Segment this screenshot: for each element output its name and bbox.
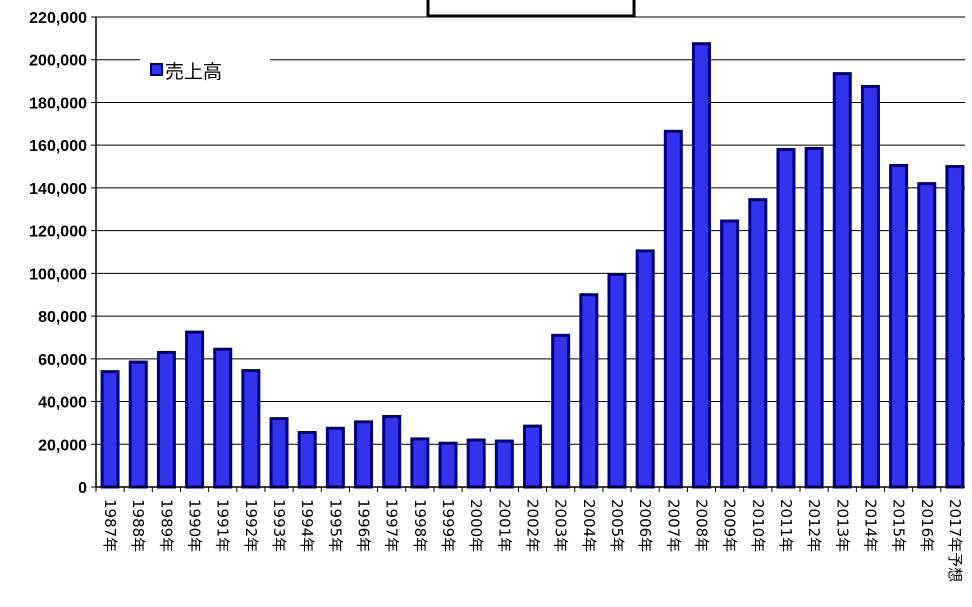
x-tick-label: 2015年 bbox=[890, 499, 908, 552]
x-tick-label: 2003年 bbox=[552, 499, 570, 552]
x-tick-label: 2009年 bbox=[721, 499, 739, 552]
bar bbox=[720, 219, 740, 489]
y-tick-label: 20,000 bbox=[38, 437, 87, 454]
bar bbox=[945, 165, 965, 489]
bar bbox=[889, 163, 909, 489]
x-tick-label: 1995年 bbox=[326, 499, 344, 552]
x-tick-label: 2013年 bbox=[833, 499, 851, 552]
bar bbox=[438, 441, 458, 489]
x-tick-label: 2002年 bbox=[524, 499, 542, 552]
bar bbox=[410, 437, 430, 489]
x-tick-label: 1999年 bbox=[439, 499, 457, 552]
bar bbox=[663, 129, 683, 489]
y-tick-label: 60,000 bbox=[38, 352, 87, 369]
bar bbox=[466, 438, 486, 489]
bar bbox=[354, 420, 374, 489]
x-tick-label: 1994年 bbox=[298, 499, 316, 552]
x-tick-label: 2010年 bbox=[749, 499, 767, 552]
bar bbox=[748, 198, 768, 489]
x-tick-label: 1987年 bbox=[101, 499, 119, 552]
bar bbox=[832, 72, 852, 489]
x-tick-label: 2011年 bbox=[777, 499, 795, 552]
bar bbox=[100, 370, 120, 489]
x-tick-label: 2004年 bbox=[580, 499, 598, 552]
bar bbox=[551, 333, 571, 489]
y-tick-label: 40,000 bbox=[38, 395, 87, 412]
x-tick-label: 1998年 bbox=[411, 499, 429, 552]
x-tick-label: 1997年 bbox=[383, 499, 401, 552]
bar bbox=[213, 347, 233, 489]
bar bbox=[804, 146, 824, 489]
bar bbox=[635, 249, 655, 489]
x-tick-label: 2001年 bbox=[495, 499, 513, 552]
bar bbox=[241, 369, 261, 489]
bar bbox=[579, 293, 599, 489]
y-tick-label: 0 bbox=[78, 480, 87, 497]
x-tick-label: 1991年 bbox=[214, 499, 232, 552]
bar bbox=[269, 417, 289, 489]
x-tick-label: 2017年予想 bbox=[946, 499, 964, 582]
x-tick-label: 2014年 bbox=[861, 499, 879, 552]
legend-label: 売上高 bbox=[165, 61, 222, 83]
x-axis: 1987年 1988年 1989年 1990年 1991年 1992年 1993年 1994年… bbox=[95, 486, 965, 582]
bars bbox=[100, 42, 965, 489]
y-tick-label: 160,000 bbox=[29, 138, 87, 155]
legend-swatch bbox=[150, 63, 163, 76]
x-tick-label: 1988年 bbox=[129, 499, 147, 552]
x-tick-label: 1990年 bbox=[186, 499, 204, 552]
title-box bbox=[426, 0, 636, 18]
x-tick-label: 1989年 bbox=[157, 499, 175, 552]
x-tick-label: 2012年 bbox=[805, 499, 823, 552]
bar bbox=[607, 272, 627, 489]
x-tick-label: 2016年 bbox=[918, 499, 936, 552]
bar bbox=[185, 330, 205, 489]
bar bbox=[860, 84, 880, 489]
x-tick-label: 2008年 bbox=[692, 499, 710, 552]
y-tick-label: 120,000 bbox=[29, 224, 87, 241]
y-tick-label: 100,000 bbox=[29, 266, 87, 283]
y-tick-label: 180,000 bbox=[29, 95, 87, 112]
bar bbox=[325, 426, 345, 489]
legend: 売上高 bbox=[150, 61, 222, 83]
bar bbox=[156, 350, 176, 489]
bar bbox=[776, 147, 796, 489]
bar bbox=[917, 182, 937, 489]
x-tick-label: 2005年 bbox=[608, 499, 626, 552]
y-tick-label: 80,000 bbox=[38, 309, 87, 326]
x-tick-label: 1992年 bbox=[242, 499, 260, 552]
bar bbox=[382, 415, 402, 489]
bar bbox=[128, 360, 148, 489]
bar bbox=[691, 42, 711, 489]
bar bbox=[494, 439, 514, 489]
gridlines bbox=[96, 16, 965, 445]
x-tick-label: 1996年 bbox=[355, 499, 373, 552]
x-tick-label: 1993年 bbox=[270, 499, 288, 552]
y-tick-label: 200,000 bbox=[29, 53, 87, 70]
x-tick-label: 2000年 bbox=[467, 499, 485, 552]
x-tick-label: 2007年 bbox=[664, 499, 682, 552]
x-tick-label: 2006年 bbox=[636, 499, 654, 552]
y-tick-label: 140,000 bbox=[29, 181, 87, 198]
y-axis: 0 20,000 40,000 60,000 80,000 100,000 120,000 1… bbox=[29, 10, 97, 497]
bar bbox=[523, 424, 542, 489]
y-tick-label: 220,000 bbox=[29, 10, 87, 27]
bar bbox=[297, 431, 317, 489]
